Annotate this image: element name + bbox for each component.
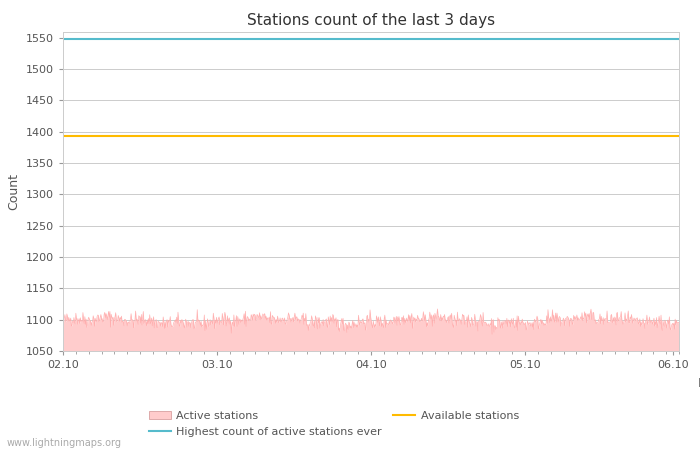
Text: www.lightningmaps.org: www.lightningmaps.org [7, 438, 122, 448]
Title: Stations count of the last 3 days: Stations count of the last 3 days [247, 13, 495, 27]
Legend: Active stations, Highest count of active stations ever, Available stations: Active stations, Highest count of active… [148, 411, 519, 436]
Y-axis label: Count: Count [7, 173, 20, 210]
X-axis label: Day: Day [697, 377, 700, 390]
